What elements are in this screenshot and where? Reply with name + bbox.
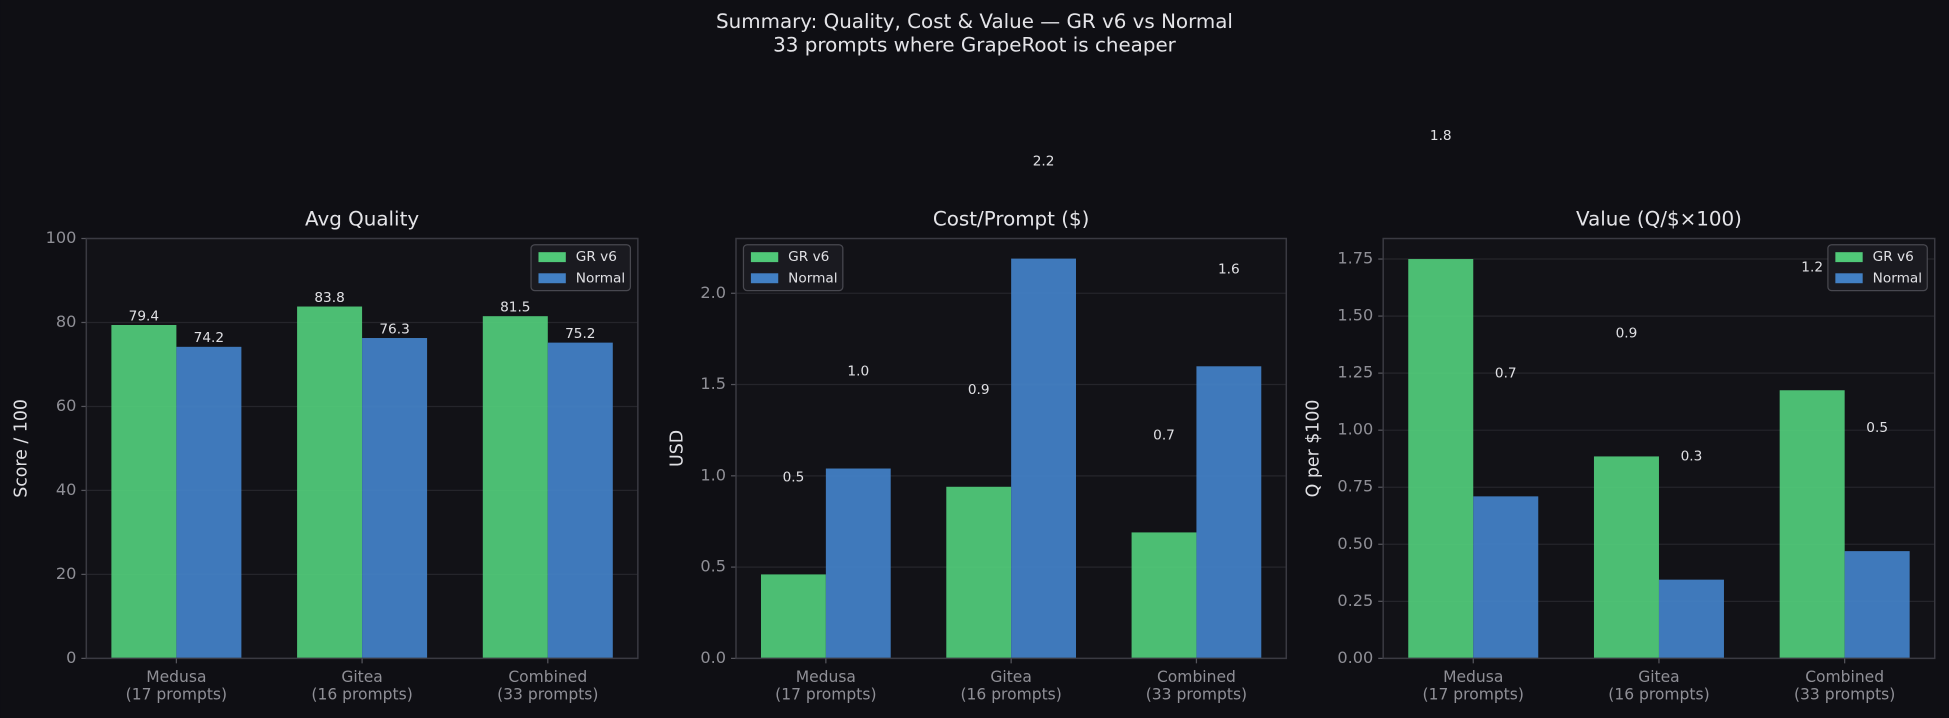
bar xyxy=(362,338,428,659)
x-tick-label-box: Medusa (17 prompts) xyxy=(775,668,877,704)
value-label: 0.7 xyxy=(1495,365,1517,381)
value-label: 0.9 xyxy=(968,382,990,398)
x-tick-label-box: Gitea (16 prompts) xyxy=(311,668,413,704)
legend-swatch xyxy=(750,252,779,263)
x-tick-label-box: Combined (33 prompts) xyxy=(1145,668,1248,704)
value-label: 1.8 xyxy=(1430,128,1452,144)
value-label: 0.5 xyxy=(1866,420,1888,436)
x-tick-label: Gitea (16 prompts) xyxy=(311,668,413,704)
x-tick-label-box: Medusa (17 prompts) xyxy=(125,668,228,704)
bar xyxy=(482,316,548,659)
value-label: 0.9 xyxy=(1616,325,1638,341)
value-label: 0.5 xyxy=(783,470,805,486)
x-tick-label: Medusa (17 prompts) xyxy=(1422,668,1524,704)
x-tick-label: Gitea (16 prompts) xyxy=(960,668,1062,704)
y-tick-label: 80 xyxy=(56,312,77,331)
bar xyxy=(111,324,177,659)
x-tick-label-box: Combined (33 prompts) xyxy=(1793,668,1896,704)
value-label: 79.4 xyxy=(129,308,159,324)
y-tick-label: 0.0 xyxy=(700,648,726,667)
x-tick-label: Medusa (17 prompts) xyxy=(775,668,877,704)
y-tick-label: 40 xyxy=(56,480,77,499)
bar xyxy=(1593,456,1659,659)
y-tick-label: 2.0 xyxy=(700,283,726,302)
legend-swatch xyxy=(750,273,779,284)
y-tick-label: 60 xyxy=(56,396,77,415)
chart-title: Value (Q/$×100) xyxy=(1576,207,1742,230)
y-tick-label: 0.00 xyxy=(1337,648,1373,667)
x-tick-label: Combined (33 prompts) xyxy=(497,668,599,704)
bar xyxy=(1011,258,1076,659)
y-axis-label: USD xyxy=(668,430,688,467)
legend-label: Normal xyxy=(576,270,625,286)
value-label: 1.2 xyxy=(1801,259,1823,275)
y-axis-label: Q per $100 xyxy=(1304,400,1324,498)
x-tick-label: Combined (33 prompts) xyxy=(1145,668,1248,704)
bar xyxy=(1473,496,1539,659)
value-label: 83.8 xyxy=(314,290,344,306)
y-tick-label: 1.75 xyxy=(1337,249,1373,268)
value-label: 0.7 xyxy=(1153,428,1175,444)
y-tick-label: 1.00 xyxy=(1337,420,1373,439)
x-tick-label-box: Medusa (17 prompts) xyxy=(1422,668,1524,704)
value-label: 74.2 xyxy=(194,330,224,346)
y-tick-label: 0.50 xyxy=(1337,534,1373,553)
value-label: 1.0 xyxy=(847,364,869,380)
legend-swatch xyxy=(1835,273,1863,284)
y-axis-label: Score / 100 xyxy=(12,399,32,498)
bar xyxy=(761,574,826,659)
y-tick-label: 1.5 xyxy=(700,374,726,393)
y-tick-label: 0.75 xyxy=(1337,477,1373,496)
legend-label: GR v6 xyxy=(576,249,617,265)
bar xyxy=(1131,532,1197,659)
y-tick-label: 0.25 xyxy=(1337,591,1373,610)
x-tick-label-box: Gitea (16 prompts) xyxy=(1608,668,1710,704)
bar xyxy=(1844,551,1910,659)
y-tick-label: 100 xyxy=(46,228,77,247)
bar xyxy=(547,342,613,659)
legend-label: Normal xyxy=(788,270,837,286)
y-tick-label: 1.25 xyxy=(1337,363,1373,382)
value-label: 1.6 xyxy=(1218,261,1240,277)
bar xyxy=(946,486,1012,659)
figure-title: Summary: Quality, Cost & Value — GR v6 v… xyxy=(716,10,1233,33)
legend-label: GR v6 xyxy=(1873,249,1914,265)
x-tick-label-box: Combined (33 prompts) xyxy=(497,668,599,704)
value-label: 76.3 xyxy=(379,321,409,337)
x-tick-label: Gitea (16 prompts) xyxy=(1608,668,1710,704)
x-tick-label: Combined (33 prompts) xyxy=(1793,668,1896,704)
value-label: 0.3 xyxy=(1681,449,1703,465)
value-label: 2.2 xyxy=(1033,154,1055,170)
bar xyxy=(1196,366,1262,659)
legend-swatch xyxy=(1835,252,1863,263)
figure-subtitle: 33 prompts where GrapeRoot is cheaper xyxy=(773,33,1177,56)
y-tick-label: 0 xyxy=(66,648,76,667)
bar xyxy=(176,346,242,659)
legend-label: Normal xyxy=(1873,270,1922,286)
value-label: 75.2 xyxy=(565,326,595,342)
y-tick-label: 20 xyxy=(56,564,77,583)
y-tick-label: 1.50 xyxy=(1337,306,1373,325)
y-tick-label: 1.0 xyxy=(700,465,726,484)
chart-title: Avg Quality xyxy=(305,207,419,230)
bar xyxy=(825,468,891,659)
bar xyxy=(1779,390,1845,659)
legend-swatch xyxy=(538,273,566,284)
legend-swatch xyxy=(538,252,566,263)
value-label: 81.5 xyxy=(500,299,530,315)
x-tick-label-box: Gitea (16 prompts) xyxy=(960,668,1062,704)
bar xyxy=(297,306,363,659)
y-tick-label: 0.5 xyxy=(700,557,726,576)
bar xyxy=(1408,259,1474,659)
bar xyxy=(1658,579,1724,659)
legend-label: GR v6 xyxy=(788,249,829,265)
x-tick-label: Medusa (17 prompts) xyxy=(125,668,228,704)
chart-title: Cost/Prompt ($) xyxy=(933,207,1090,230)
